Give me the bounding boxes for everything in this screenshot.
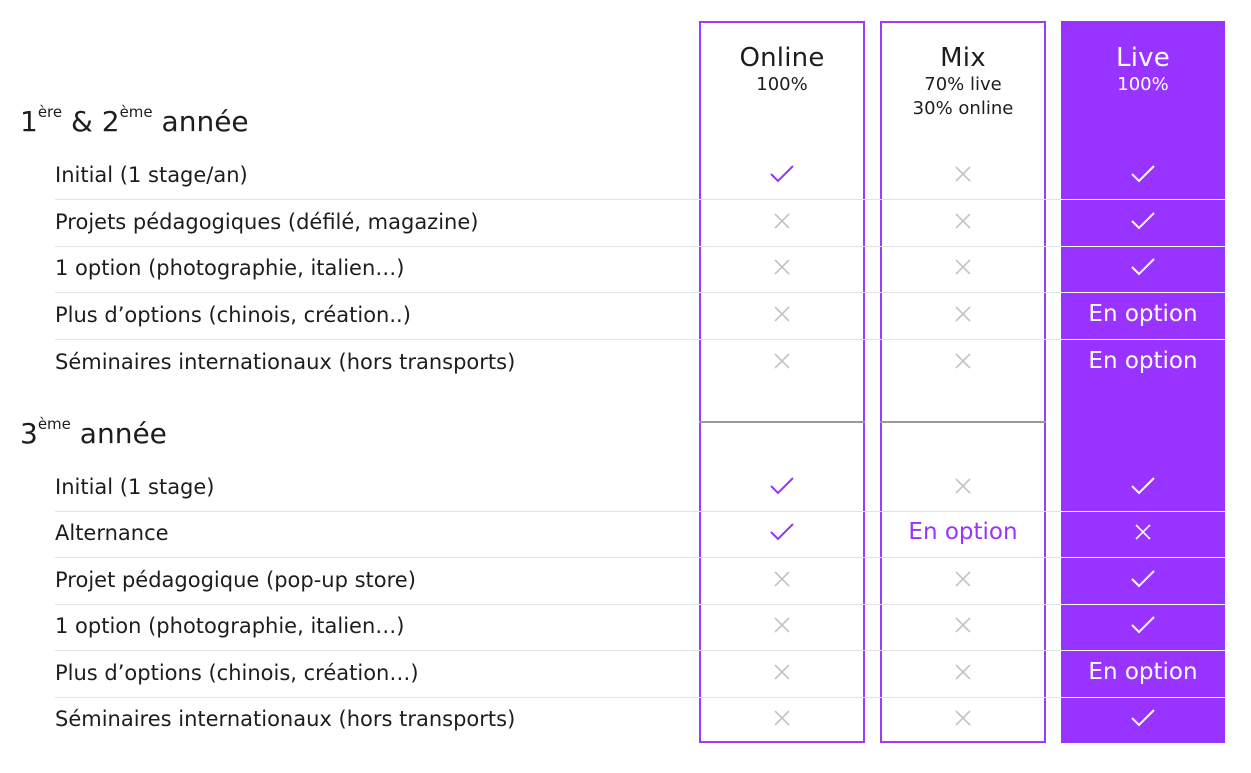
check-icon: [712, 512, 852, 552]
row-divider-live: [1061, 292, 1225, 293]
check-icon: [1073, 559, 1213, 599]
row-label: Plus d’options (chinois, création..): [55, 302, 411, 327]
row-divider: [55, 339, 1061, 340]
cross-icon: [893, 201, 1033, 241]
row-label: Projets pédagogiques (défilé, magazine): [55, 209, 479, 234]
check-icon: [1073, 605, 1213, 645]
check-icon: [1073, 201, 1213, 241]
check-icon: [712, 466, 852, 506]
section-title-year-3: 3ème année: [20, 415, 167, 451]
cross-icon: [893, 341, 1033, 381]
cross-icon: [712, 698, 852, 738]
row-divider: [55, 199, 1061, 200]
row-divider: [55, 650, 1061, 651]
column-live: Live 100%: [1061, 21, 1225, 743]
row-label: Projet pédagogique (pop-up store): [55, 567, 416, 592]
cross-icon: [893, 294, 1033, 334]
option-label: En option: [1088, 300, 1198, 327]
row-divider-live: [1061, 511, 1225, 512]
column-mix-title: Mix: [940, 43, 986, 73]
check-icon: [1073, 154, 1213, 194]
cross-icon: [712, 201, 852, 241]
row-label: 1 option (photographie, italien…): [55, 256, 405, 280]
row-label: Séminaires internationaux (hors transpor…: [55, 707, 516, 731]
row-divider: [55, 557, 1061, 558]
section-title-year-1-2: 1ère & 2ème année: [20, 103, 249, 139]
option-label: En option: [1088, 347, 1198, 374]
cross-icon: [1073, 512, 1213, 552]
column-online-title: Online: [739, 43, 825, 73]
row-divider-live: [1061, 604, 1225, 605]
cross-icon: [712, 652, 852, 692]
row-label: Séminaires internationaux (hors transpor…: [55, 349, 516, 374]
section-separator: [880, 421, 1046, 423]
row-divider-live: [1061, 697, 1225, 698]
row-divider-live: [1061, 557, 1225, 558]
cross-icon: [712, 247, 852, 287]
row-divider: [55, 246, 1061, 247]
row-label: 1 option (photographie, italien…): [55, 614, 405, 638]
row-divider: [55, 697, 1061, 698]
section-separator: [699, 421, 865, 423]
row-label: Plus d’options (chinois, création…): [55, 660, 419, 685]
column-live-subtitle: 100%: [1117, 74, 1169, 95]
row-divider: [55, 292, 1061, 293]
column-mix-subtitle-2: 30% online: [912, 98, 1014, 119]
cross-icon: [893, 652, 1033, 692]
check-icon: [1073, 698, 1213, 738]
check-icon: [1073, 247, 1213, 287]
row-divider: [55, 604, 1061, 605]
row-divider-live: [1061, 339, 1225, 340]
row-label: Initial (1 stage): [55, 475, 215, 499]
column-mix-header: Mix 70% live 30% online: [882, 23, 1044, 121]
row-label: Initial (1 stage/an): [55, 163, 248, 187]
cross-icon: [893, 698, 1033, 738]
column-live-title: Live: [1116, 43, 1170, 73]
column-live-header: Live 100%: [1061, 21, 1225, 97]
cross-icon: [712, 559, 852, 599]
column-mix: Mix 70% live 30% online: [880, 21, 1046, 743]
column-online: Online 100%: [699, 21, 865, 743]
cross-icon: [893, 559, 1033, 599]
cross-icon: [712, 294, 852, 334]
cross-icon: [893, 605, 1033, 645]
row-label: Alternance: [55, 521, 169, 545]
row-divider: [55, 511, 1061, 512]
option-text: En option: [1073, 341, 1213, 381]
column-online-header: Online 100%: [701, 23, 863, 97]
option-text: En option: [893, 512, 1033, 552]
option-text: En option: [1073, 652, 1213, 692]
check-icon: [1073, 466, 1213, 506]
cross-icon: [712, 341, 852, 381]
check-icon: [712, 154, 852, 194]
column-online-subtitle: 100%: [756, 74, 808, 95]
row-divider-live: [1061, 199, 1225, 200]
row-divider-live: [1061, 650, 1225, 651]
option-label: En option: [908, 519, 1018, 545]
cross-icon: [893, 154, 1033, 194]
cross-icon: [893, 466, 1033, 506]
cross-icon: [893, 247, 1033, 287]
row-divider-live: [1061, 246, 1225, 247]
option-label: En option: [1088, 658, 1198, 685]
column-mix-subtitle-1: 70% live: [924, 74, 1002, 95]
cross-icon: [712, 605, 852, 645]
option-text: En option: [1073, 294, 1213, 334]
